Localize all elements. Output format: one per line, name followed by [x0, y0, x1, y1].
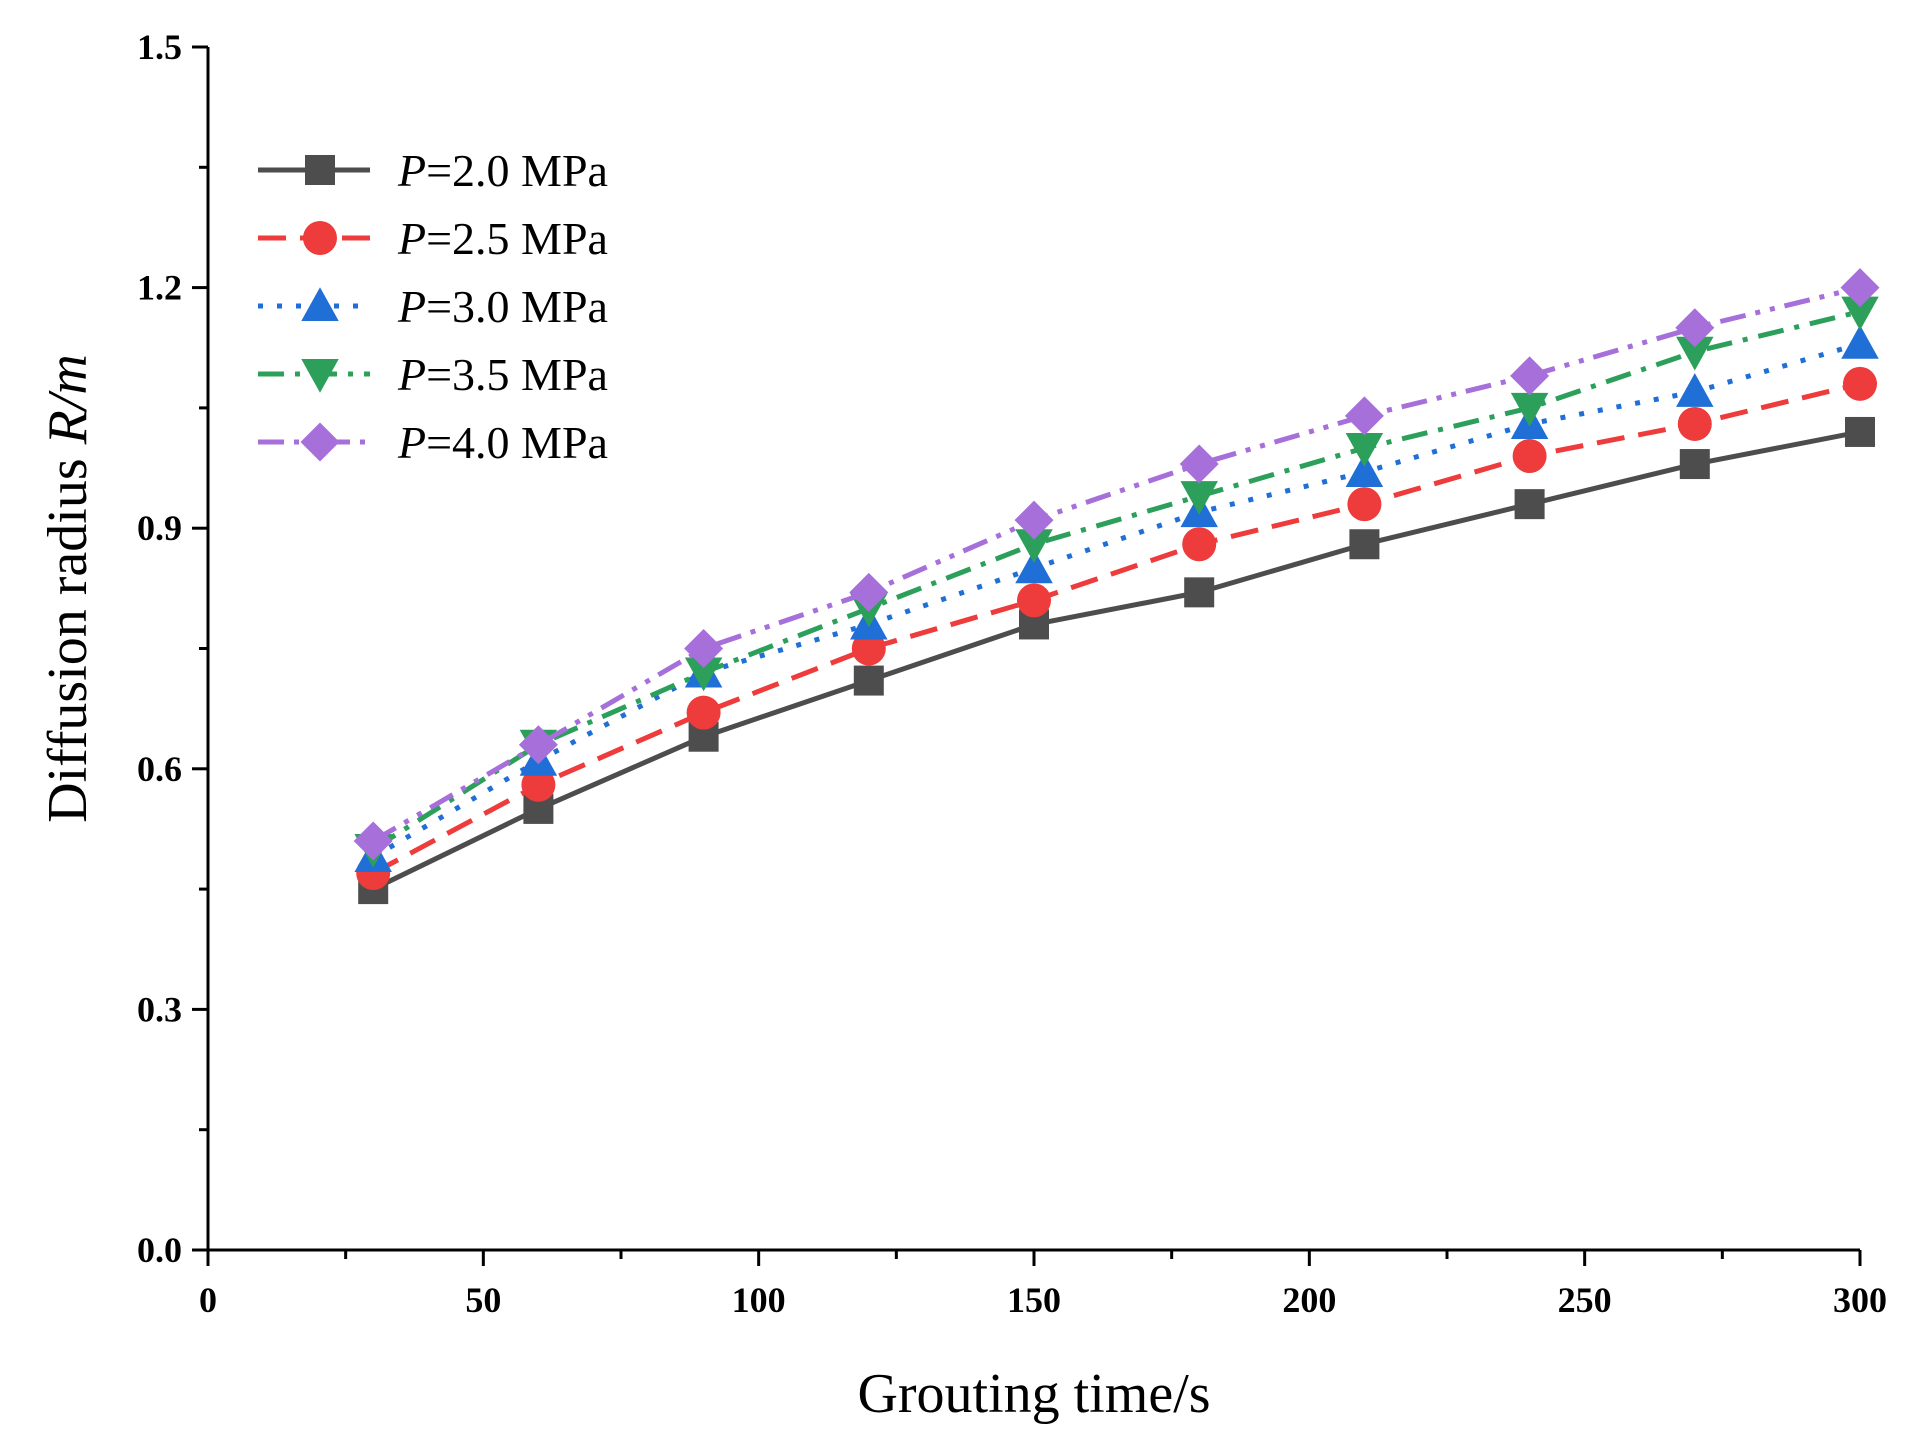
data-point [1015, 529, 1053, 563]
legend-marker [301, 287, 339, 321]
data-point [849, 572, 889, 612]
legend-label-rest: =3.5 MPa [426, 349, 608, 400]
x-tick-label: 250 [1558, 1280, 1612, 1320]
legend-marker [301, 359, 339, 393]
x-tick-label: 150 [1007, 1280, 1061, 1320]
data-point [1180, 481, 1218, 515]
legend-marker [300, 422, 340, 462]
data-point [1510, 356, 1550, 396]
legend-label-italic: P [397, 281, 426, 332]
data-point [1345, 433, 1384, 467]
data-point [684, 657, 723, 692]
data-point [1679, 449, 1710, 480]
data-point [1843, 366, 1877, 401]
x-tick-label: 50 [465, 1280, 501, 1320]
x-tick-label: 300 [1833, 1280, 1887, 1320]
data-point [1347, 487, 1382, 522]
data-point [1017, 583, 1051, 618]
data-point [853, 665, 884, 696]
series-layer [353, 268, 1880, 905]
y-tick-label: 1.2 [137, 268, 182, 308]
data-point [1015, 549, 1053, 584]
data-point [851, 631, 886, 666]
legend-entry-3: P=3.0 MPa [258, 281, 608, 332]
legend-label: P=2.5 MPa [397, 213, 608, 264]
series-5 [353, 268, 1880, 861]
data-point [353, 821, 393, 861]
data-point [1014, 500, 1054, 540]
data-point [518, 725, 558, 765]
x-axis-title: Grouting time/s [857, 1363, 1210, 1425]
y-tick-label: 0.9 [137, 508, 182, 548]
legend-label-italic: P [397, 417, 426, 468]
series-1 [358, 416, 1875, 905]
data-point [1514, 489, 1545, 520]
data-point [686, 695, 721, 730]
axes: 0 50 100 150 200 250 300 0.0 0.3 0.6 0.9 1.2 1.5 [137, 27, 1887, 1320]
series-line [371, 285, 1861, 844]
y-tick-label: 0.3 [137, 989, 182, 1029]
legend-marker [305, 155, 335, 185]
data-point [1841, 296, 1879, 331]
y-axis-title: Diffusion radius R/m [37, 354, 99, 823]
legend-label-italic: P [397, 145, 426, 196]
y-tick-label: 0.0 [137, 1230, 182, 1270]
series-2 [356, 366, 1877, 891]
data-point [1182, 527, 1217, 562]
data-point [1179, 444, 1219, 484]
data-point [1677, 406, 1712, 441]
data-point [1512, 439, 1547, 474]
y-tick-label: 0.6 [137, 749, 182, 789]
data-point [1845, 416, 1875, 447]
legend-label: P=2.0 MPa [397, 145, 608, 196]
legend-label: P=3.5 MPa [397, 349, 608, 400]
series-line [372, 429, 1861, 892]
data-point [1841, 324, 1879, 359]
legend-marker [303, 221, 337, 255]
series-line [372, 381, 1861, 876]
data-point [1344, 396, 1384, 436]
x-tick-label: 100 [732, 1280, 786, 1320]
data-point [1676, 336, 1714, 371]
legend-entry-2: P=2.5 MPa [258, 213, 608, 264]
data-point [1345, 453, 1384, 488]
y-tick-label: 1.5 [137, 27, 182, 67]
legend-label-italic: P [397, 349, 426, 400]
legend-label-rest: =2.5 MPa [426, 213, 608, 264]
data-point [1675, 308, 1715, 348]
legend-label-rest: =3.0 MPa [426, 281, 608, 332]
data-point [1676, 373, 1714, 407]
legend-label-rest: =4.0 MPa [426, 417, 608, 468]
legend-label-rest: =2.0 MPa [426, 145, 608, 196]
data-point [1510, 392, 1549, 427]
legend-label-italic: P [397, 213, 426, 264]
legend-label: P=4.0 MPa [397, 417, 608, 468]
y-axis-title-prefix: Diffusion radius [37, 444, 99, 823]
data-point [1349, 529, 1380, 560]
data-point [521, 767, 556, 802]
legend-entry-5: P=4.0 MPa [258, 417, 608, 468]
data-point [1840, 268, 1880, 308]
data-point [684, 629, 724, 668]
legend-entry-4: P=3.5 MPa [258, 349, 608, 400]
data-point [1184, 577, 1215, 608]
legend-label: P=3.0 MPa [397, 281, 608, 332]
y-axis-title-italic: R/m [37, 354, 99, 445]
x-tick-label: 200 [1282, 1280, 1336, 1320]
series-line [371, 309, 1861, 852]
legend-entry-1: P=2.0 MPa [258, 145, 608, 196]
x-tick-label: 0 [199, 1280, 217, 1320]
